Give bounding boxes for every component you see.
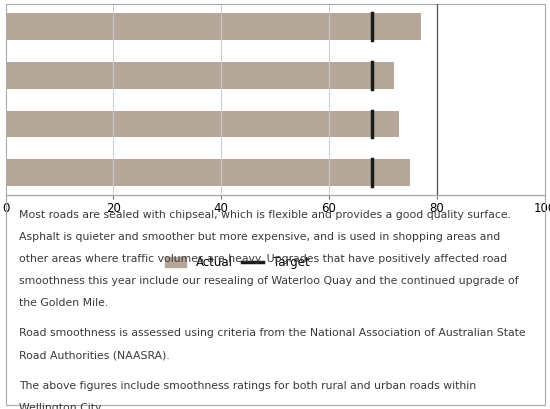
Bar: [6, 13, 421, 40]
Text: The above figures include smoothness ratings for both rural and urban roads with: The above figures include smoothness rat…: [19, 381, 476, 391]
Text: Most roads are sealed with chipseal, which is flexible and provides a good quali: Most roads are sealed with chipseal, whi…: [19, 210, 511, 220]
Text: the Golden Mile.: the Golden Mile.: [19, 298, 108, 308]
Text: Wellington City.: Wellington City.: [19, 403, 103, 409]
Text: Road smoothness is assessed using criteria from the National Association of Aust: Road smoothness is assessed using criter…: [19, 328, 526, 338]
Bar: [6, 62, 394, 88]
Text: other areas where traffic volumes are heavy. Upgrades that have positively affec: other areas where traffic volumes are he…: [19, 254, 507, 264]
Bar: [6, 4, 544, 195]
Text: smoothness this year include our resealing of Waterloo Quay and the continued up: smoothness this year include our reseali…: [19, 276, 519, 286]
Legend: Actual, Target: Actual, Target: [165, 256, 310, 269]
Text: Asphalt is quieter and smoother but more expensive, and is used in shopping area: Asphalt is quieter and smoother but more…: [19, 231, 500, 242]
Text: Road Authorities (NAASRA).: Road Authorities (NAASRA).: [19, 351, 170, 360]
Bar: [6, 110, 399, 137]
Bar: [6, 160, 410, 186]
